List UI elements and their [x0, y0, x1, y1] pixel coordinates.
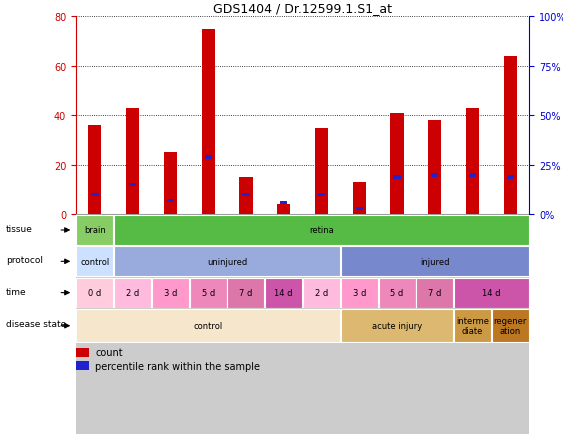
FancyBboxPatch shape [303, 278, 340, 308]
FancyBboxPatch shape [77, 215, 113, 246]
FancyBboxPatch shape [454, 278, 529, 308]
Bar [315, 128, 328, 215]
FancyBboxPatch shape [77, 309, 340, 342]
Text: acute injury: acute injury [372, 322, 422, 330]
Text: regener
ation: regener ation [494, 317, 527, 335]
Text: count: count [95, 348, 123, 357]
Bar [239, 178, 253, 215]
Text: control: control [81, 257, 110, 266]
Text: control: control [194, 322, 223, 330]
Bar [167, 199, 174, 203]
Bar [129, 183, 136, 187]
Bar [91, 193, 99, 197]
Bar [356, 207, 363, 211]
Text: percentile rank within the sample: percentile rank within the sample [95, 361, 260, 371]
Text: 7 d: 7 d [428, 289, 441, 297]
Text: 5 d: 5 d [202, 289, 215, 297]
Text: 3 d: 3 d [352, 289, 366, 297]
FancyBboxPatch shape [378, 278, 415, 308]
Bar [76, 362, 89, 371]
Bar [428, 121, 441, 215]
Bar [318, 193, 325, 197]
FancyBboxPatch shape [152, 278, 189, 308]
Bar [390, 114, 404, 215]
Text: 14 d: 14 d [482, 289, 501, 297]
Bar [466, 108, 479, 215]
Bar [242, 193, 249, 197]
FancyBboxPatch shape [492, 309, 529, 342]
Bar [164, 153, 177, 215]
FancyBboxPatch shape [454, 309, 491, 342]
Bar [431, 174, 439, 177]
FancyBboxPatch shape [77, 278, 113, 308]
FancyBboxPatch shape [227, 278, 265, 308]
Text: time: time [6, 287, 26, 296]
Text: brain: brain [84, 226, 106, 235]
Text: protocol: protocol [6, 256, 43, 265]
Text: uninjured: uninjured [207, 257, 247, 266]
Bar [352, 183, 366, 215]
FancyBboxPatch shape [341, 309, 453, 342]
FancyBboxPatch shape [416, 278, 453, 308]
Text: 0 d: 0 d [88, 289, 101, 297]
Bar [88, 126, 101, 215]
Bar [277, 205, 291, 215]
FancyBboxPatch shape [114, 215, 529, 246]
Bar [504, 57, 517, 215]
FancyBboxPatch shape [114, 247, 340, 277]
Text: 7 d: 7 d [239, 289, 253, 297]
Text: 3 d: 3 d [164, 289, 177, 297]
Text: 14 d: 14 d [275, 289, 293, 297]
Bar [204, 156, 212, 159]
Text: retina: retina [309, 226, 334, 235]
Text: 2 d: 2 d [315, 289, 328, 297]
Title: GDS1404 / Dr.12599.1.S1_at: GDS1404 / Dr.12599.1.S1_at [213, 2, 392, 15]
FancyBboxPatch shape [341, 278, 378, 308]
Bar [507, 175, 514, 179]
Text: disease state: disease state [6, 320, 66, 329]
FancyBboxPatch shape [265, 278, 302, 308]
Text: interme
diate: interme diate [456, 317, 489, 335]
FancyBboxPatch shape [341, 247, 529, 277]
Text: 2 d: 2 d [126, 289, 139, 297]
FancyBboxPatch shape [114, 278, 151, 308]
Bar [280, 201, 287, 205]
Text: tissue: tissue [6, 224, 33, 233]
FancyBboxPatch shape [190, 278, 227, 308]
Bar [76, 348, 89, 357]
Bar [202, 30, 215, 215]
Bar [126, 108, 139, 215]
Text: 5 d: 5 d [390, 289, 404, 297]
Text: injured: injured [420, 257, 449, 266]
FancyBboxPatch shape [77, 247, 113, 277]
Bar [394, 175, 401, 179]
Bar [469, 174, 476, 177]
